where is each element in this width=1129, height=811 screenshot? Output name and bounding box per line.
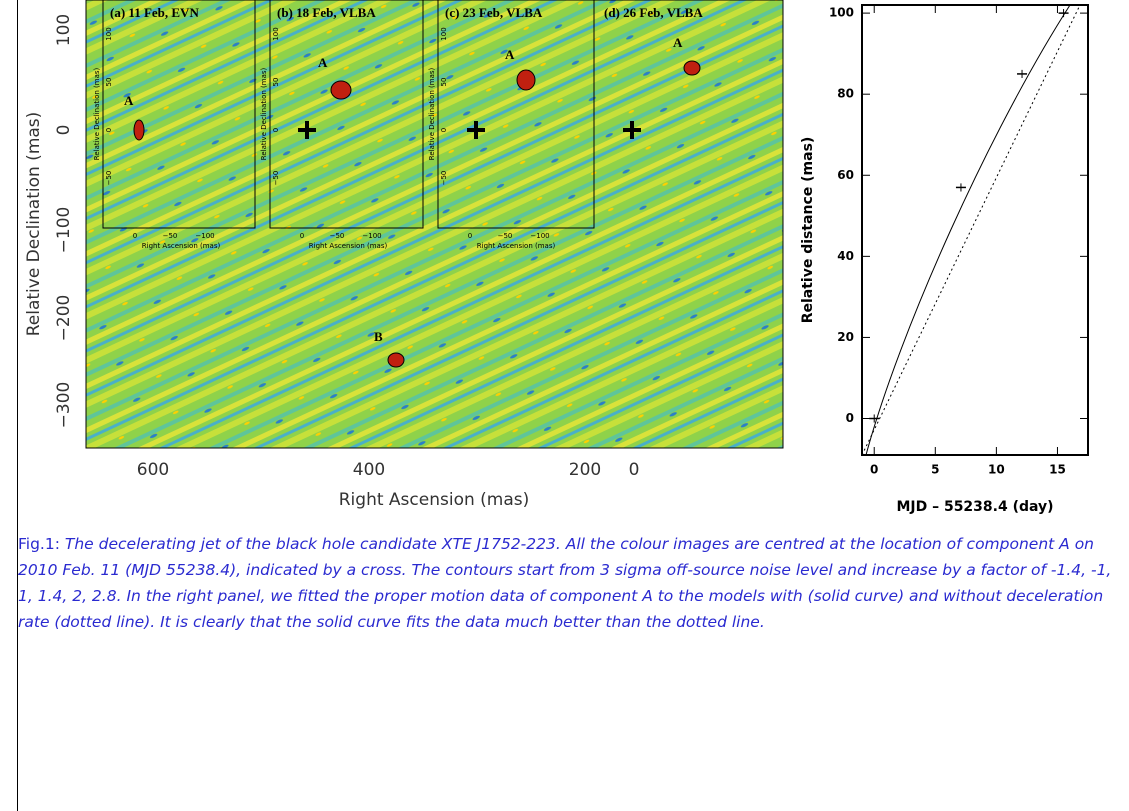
y-tick-label: 0 <box>54 125 74 136</box>
inset-y-tick: 100 <box>440 27 448 40</box>
inset-y-tick: 100 <box>105 27 113 40</box>
inset <box>103 0 255 228</box>
inset-y-tick: −50 <box>272 171 280 186</box>
panel-label: (d) 26 Feb, VLBA <box>604 5 703 20</box>
component-label: A <box>318 55 328 70</box>
inset-y-tick: −50 <box>440 171 448 186</box>
component-label: A <box>124 93 134 108</box>
inset-y-title: Relative Declination (mas) <box>428 67 436 160</box>
inset-y-title: Relative Declination (mas) <box>93 67 101 160</box>
component-label: A <box>505 47 515 62</box>
caption-label: Fig.1: <box>18 535 60 553</box>
fit-solid <box>866 5 1070 455</box>
figure: (a) 11 Feb, EVN (b) 18 Feb, VLBA (c) 23 … <box>0 0 1129 520</box>
x-tick-label: 400 <box>353 460 385 480</box>
fit-dotted <box>862 5 1080 455</box>
inset <box>270 0 423 228</box>
y-tick-label: 100 <box>829 6 854 20</box>
inset <box>438 0 594 228</box>
y-tick-label: 40 <box>837 249 854 263</box>
inset-x-tick: −50 <box>330 232 345 240</box>
x-tick-label: 10 <box>988 463 1005 477</box>
chart: 0 5 10 15 0 20 40 60 80 100 <box>829 5 1088 477</box>
y-tick-label: −100 <box>54 207 74 254</box>
y-axis-title: Relative Declination (mas) <box>24 112 44 337</box>
component-label: A <box>673 35 683 50</box>
y-axis-title: Relative distance (mas) <box>800 137 816 324</box>
x-tick-label: 5 <box>931 463 939 477</box>
x-tick-label: 15 <box>1049 463 1066 477</box>
inset-y-tick: 50 <box>440 78 448 87</box>
inset-y-tick: −50 <box>105 171 113 186</box>
y-tick-label: −300 <box>54 382 74 429</box>
x-axis-title: Right Ascension (mas) <box>339 490 530 510</box>
inset-x-title: Right Ascension (mas) <box>477 242 556 250</box>
inset-x-tick: −100 <box>362 232 381 240</box>
inset-y-tick: 50 <box>105 78 113 87</box>
inset-y-tick: 0 <box>440 128 448 132</box>
x-tick-label: 200 <box>569 460 601 480</box>
x-tick-label: 0 <box>629 460 640 480</box>
panel-label: (b) 18 Feb, VLBA <box>277 5 376 20</box>
y-tick-label: 0 <box>846 411 854 425</box>
x-tick-label: 600 <box>137 460 169 480</box>
inset-y-tick: 0 <box>272 128 280 132</box>
inset-x-tick: −50 <box>498 232 513 240</box>
chart-frame <box>862 5 1088 455</box>
inset-y-tick: 0 <box>105 128 113 132</box>
x-tick-label: 0 <box>870 463 878 477</box>
inset-x-title: Right Ascension (mas) <box>309 242 388 250</box>
inset-y-title: Relative Declination (mas) <box>260 67 268 160</box>
component-label: B <box>374 329 383 344</box>
inset-x-tick: 0 <box>133 232 137 240</box>
inset-y-tick: 100 <box>272 27 280 40</box>
panel-label: (a) 11 Feb, EVN <box>110 5 199 20</box>
x-axis-title: MJD – 55238.4 (day) <box>896 499 1053 515</box>
y-tick-label: 60 <box>837 168 854 182</box>
caption: Fig.1: The decelerating jet of the black… <box>18 531 1126 635</box>
y-tick-label: 100 <box>54 14 74 46</box>
inset-y-tick: 50 <box>272 78 280 87</box>
y-tick-label: −200 <box>54 295 74 342</box>
inset-x-title: Right Ascension (mas) <box>142 242 221 250</box>
inset-x-tick: 0 <box>468 232 472 240</box>
inset-x-tick: −100 <box>530 232 549 240</box>
panel-label: (c) 23 Feb, VLBA <box>445 5 543 20</box>
y-tick-label: 20 <box>837 330 854 344</box>
caption-text: The decelerating jet of the black hole c… <box>18 535 1111 631</box>
inset-x-tick: −50 <box>163 232 178 240</box>
y-tick-label: 80 <box>837 87 854 101</box>
inset-x-tick: −100 <box>195 232 214 240</box>
inset-x-tick: 0 <box>300 232 304 240</box>
page: (a) 11 Feb, EVN (b) 18 Feb, VLBA (c) 23 … <box>0 0 1129 811</box>
